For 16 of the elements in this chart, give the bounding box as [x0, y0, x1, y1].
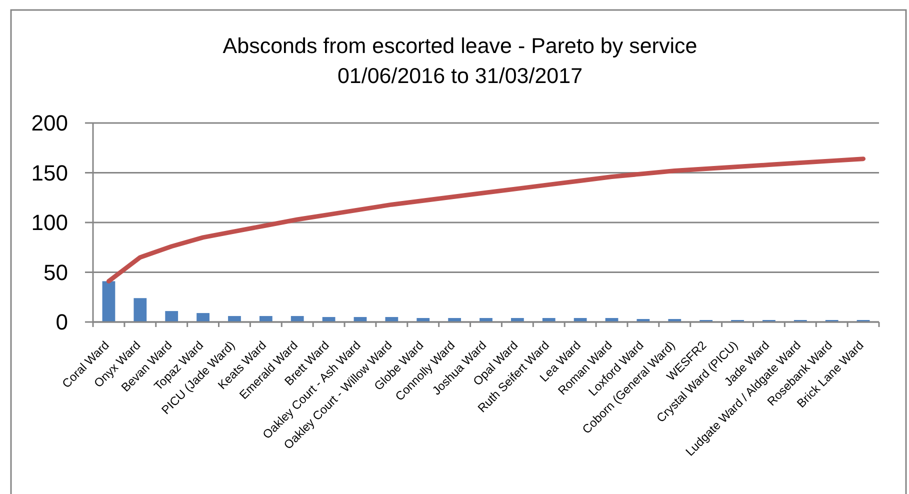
- bar: [259, 316, 272, 322]
- bar: [228, 316, 241, 322]
- y-tick-label: 200: [31, 110, 68, 136]
- y-tick-label: 50: [44, 260, 68, 285]
- y-tick-label: 100: [31, 210, 68, 236]
- line-series: [106, 156, 866, 284]
- y-tick-label: 0: [56, 310, 68, 335]
- chart-title: Absconds from escorted leave - Pareto by service: [222, 34, 698, 58]
- chart-subtitle: 01/06/2016 to 31/03/2017: [337, 64, 583, 88]
- bar: [196, 313, 210, 322]
- bar: [165, 311, 178, 322]
- bar: [385, 317, 398, 322]
- y-tick-label: 150: [31, 160, 68, 186]
- bar: [134, 298, 147, 322]
- bar: [102, 281, 116, 322]
- bar: [290, 316, 304, 322]
